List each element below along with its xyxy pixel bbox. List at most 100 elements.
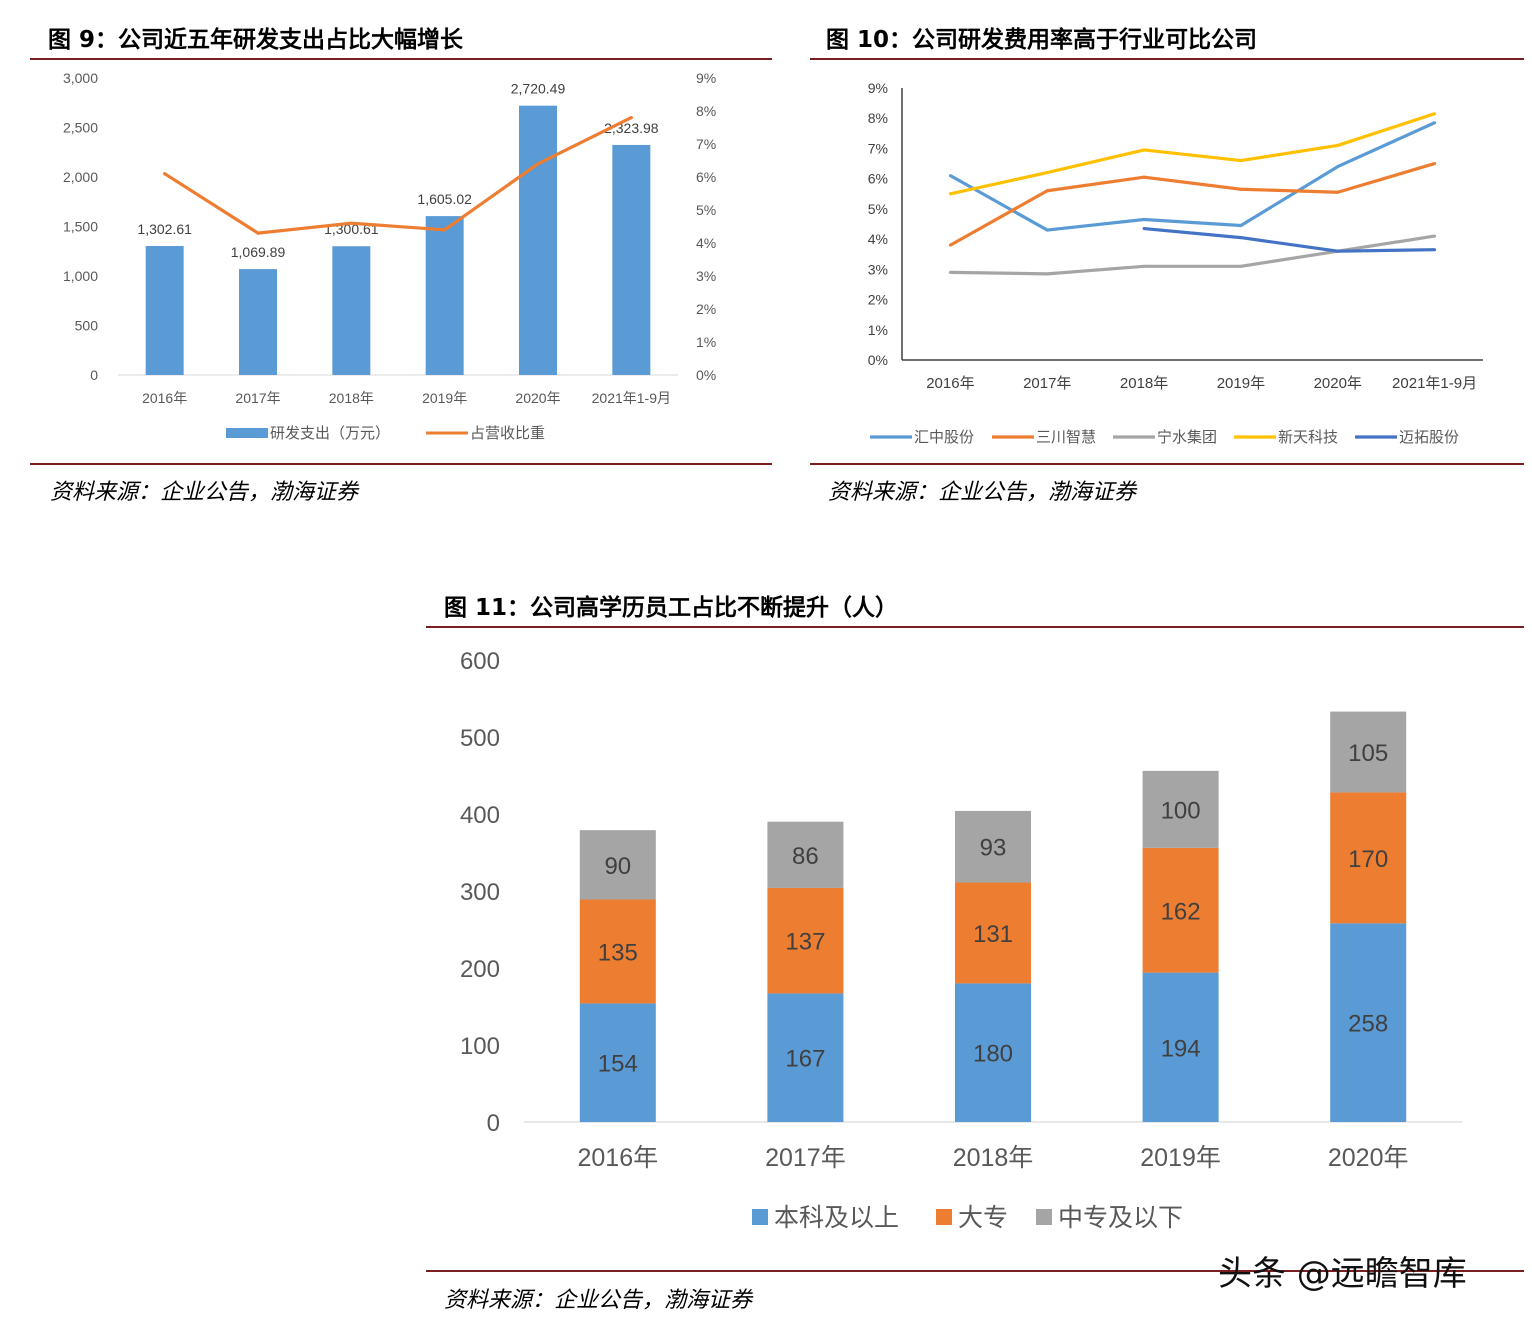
fig11-bottom-rule: [426, 1270, 1524, 1272]
x-tick-label: 2017年: [235, 390, 280, 406]
bar-rd-expense: [239, 269, 277, 375]
legend-label-3: 宁水集团: [1157, 429, 1217, 446]
y-right-tick-label: 4%: [696, 235, 716, 251]
fig10-top-rule: [810, 58, 1524, 60]
bar-segment-1: [579, 1003, 656, 1122]
line-series-3: [950, 234, 1435, 276]
line-point: [1239, 224, 1243, 228]
bar-segment-3: [955, 810, 1031, 883]
bar-rd-expense: [425, 216, 464, 375]
line-point: [1142, 148, 1146, 152]
line-point: [948, 192, 952, 196]
bar-data-label: 1,605.02: [417, 191, 472, 207]
fig11-title: 图 11：公司高学历员工占比不断提升（人）: [444, 595, 899, 621]
x-tick-label: 2019年: [1217, 375, 1265, 392]
legend-swatch-3: [1036, 1209, 1052, 1225]
legend-swatch-rd-expense: [226, 428, 268, 438]
legend-label-1: 本科及以上: [774, 1204, 899, 1232]
x-tick-label: 2017年: [765, 1144, 846, 1172]
line-point: [1142, 217, 1146, 221]
bar-segment-2: [579, 899, 656, 1004]
bar-segment-1: [955, 983, 1031, 1122]
line-point: [256, 231, 260, 235]
bar-segment-3: [1142, 770, 1219, 848]
y-tick-label: 3%: [868, 261, 888, 277]
line-point: [1433, 234, 1437, 238]
legend-label-2: 大专: [958, 1204, 1008, 1232]
y-tick-label: 8%: [868, 110, 888, 126]
x-tick-label: 2017年: [1023, 375, 1071, 392]
line-point: [948, 243, 952, 247]
bar-rd-expense: [145, 246, 184, 375]
legend-label-1: 汇中股份: [914, 429, 974, 446]
x-tick-label: 2019年: [422, 390, 467, 406]
y-right-tick-label: 2%: [696, 301, 716, 317]
bar-data-label: 100: [1161, 797, 1201, 824]
bar-data-label: 194: [1161, 1035, 1201, 1062]
bar-data-label: 93: [980, 835, 1007, 862]
y-tick-label: 4%: [868, 231, 888, 247]
bar-rd-expense: [612, 144, 651, 375]
y-tick-label: 5%: [868, 201, 888, 217]
line-point: [948, 174, 952, 178]
bar-segment-1: [767, 993, 844, 1122]
fig9-source: 资料来源：企业公告，渤海证券: [50, 480, 359, 505]
bar-rd-expense: [332, 246, 371, 375]
y-tick-label: 2%: [868, 292, 888, 308]
bar-segment-2: [1330, 792, 1407, 924]
fig9-top-rule: [30, 58, 772, 60]
bar-rd-expense: [519, 105, 557, 375]
y-right-tick-label: 9%: [696, 70, 716, 86]
line-point: [1336, 249, 1340, 253]
y-right-tick-label: 6%: [696, 169, 716, 185]
x-tick-label: 2020年: [515, 390, 560, 406]
line-series-4: [950, 112, 1436, 196]
bar-segment-2: [767, 887, 844, 994]
line-point: [536, 162, 540, 166]
line-point: [1336, 190, 1340, 194]
bar-data-label: 135: [598, 939, 638, 966]
y-right-tick-label: 7%: [696, 136, 716, 152]
legend-swatch-1: [752, 1209, 768, 1225]
bar-data-label: 162: [1161, 898, 1201, 925]
line-point: [948, 270, 952, 274]
line-series-1: [949, 121, 1436, 232]
y-right-tick-label: 0%: [696, 367, 716, 383]
x-tick-label: 2018年: [329, 390, 374, 406]
bar-segment-3: [579, 830, 656, 900]
fig9-bottom-rule: [30, 463, 772, 465]
bar-segment-1: [1142, 972, 1219, 1122]
line-point: [1433, 121, 1437, 125]
bar-data-label: 1,302.61: [137, 221, 192, 237]
bar-data-label: 2,720.49: [511, 81, 566, 97]
line-point: [1142, 227, 1146, 231]
bar-segment-2: [955, 882, 1031, 984]
y-left-tick-label: 1,000: [63, 268, 98, 284]
line-point: [1142, 175, 1146, 179]
line-point: [1045, 189, 1049, 193]
y-right-tick-label: 8%: [696, 103, 716, 119]
y-left-tick-label: 1,500: [63, 219, 98, 235]
line-point: [629, 116, 633, 120]
y-left-tick-label: 0: [90, 367, 98, 383]
bar-segment-2: [1142, 847, 1219, 973]
x-tick-label: 2021年1-9月: [592, 390, 671, 406]
legend-label-revenue-share: 占营收比重: [470, 425, 545, 442]
y-tick-label: 7%: [868, 140, 888, 156]
bar-segment-1: [1330, 923, 1407, 1122]
bar-data-label: 105: [1348, 740, 1388, 767]
line-revenue-share: [163, 116, 633, 235]
legend-label-3: 中专及以下: [1058, 1204, 1183, 1232]
legend-label-5: 迈拓股份: [1399, 429, 1459, 446]
bar-data-label: 170: [1348, 846, 1388, 873]
y-tick-label: 0%: [868, 352, 888, 368]
y-tick-label: 1%: [868, 322, 888, 338]
line-point: [443, 228, 447, 232]
line-point: [1239, 187, 1243, 191]
line-point: [1433, 162, 1437, 166]
bar-segment-3: [1330, 711, 1407, 793]
y-right-tick-label: 3%: [696, 268, 716, 284]
bar-data-label: 1,069.89: [231, 244, 286, 260]
y-left-tick-label: 500: [75, 318, 99, 334]
bar-data-label: 90: [604, 853, 631, 880]
